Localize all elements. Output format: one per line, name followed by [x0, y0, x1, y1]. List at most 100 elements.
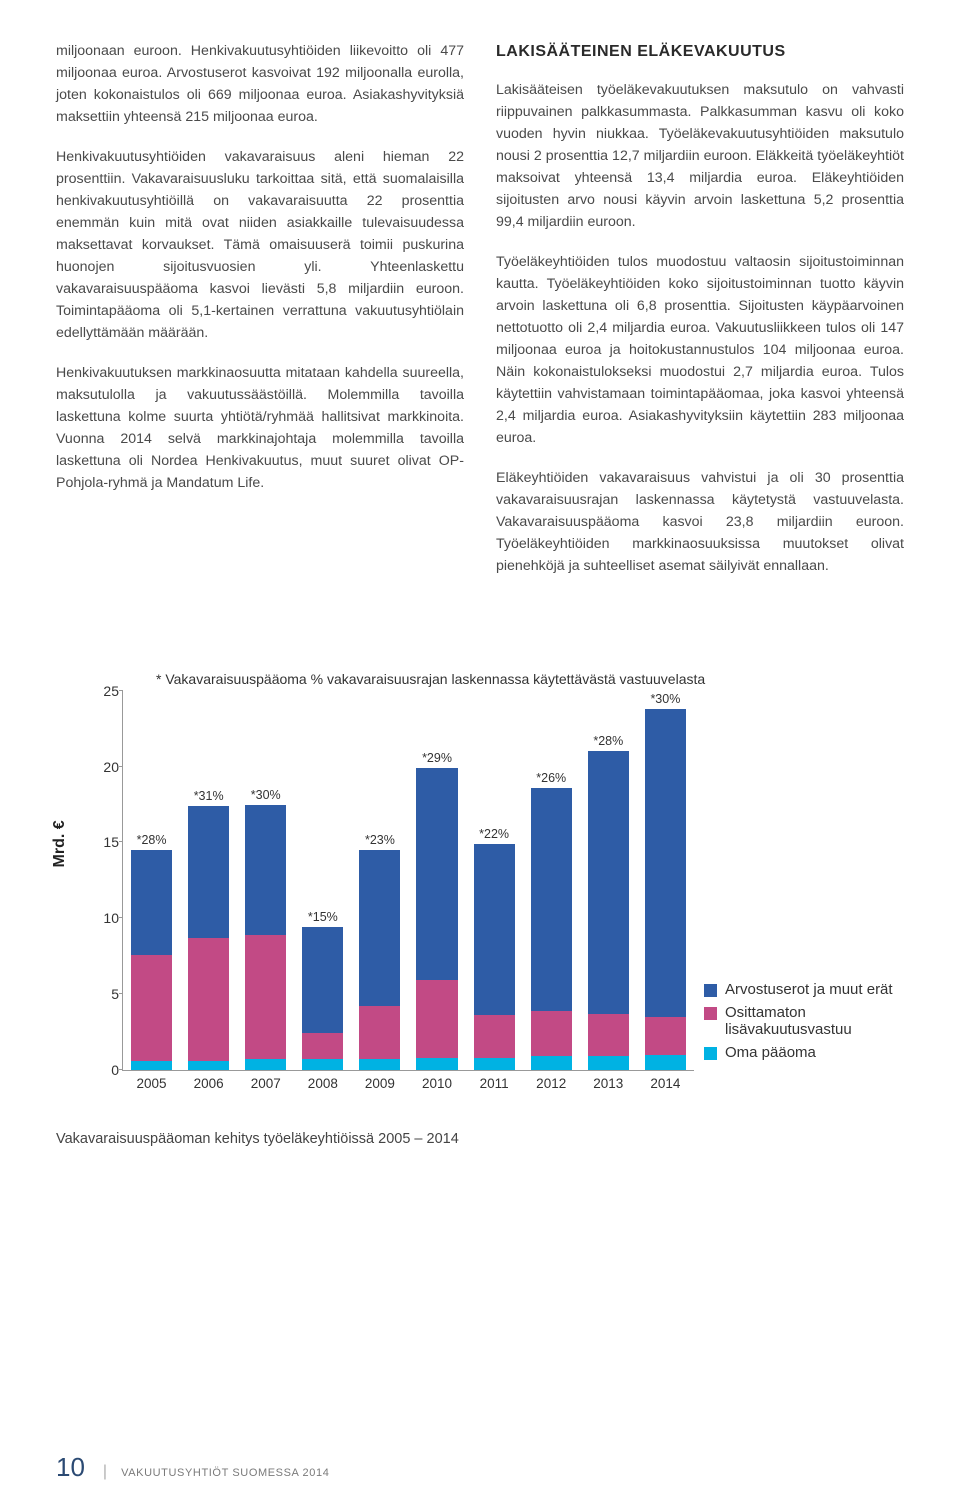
bar-segment-oma	[588, 1056, 629, 1070]
bar-segment-oma	[188, 1061, 229, 1070]
bar-stack: *26%	[531, 788, 572, 1070]
bar-slot: *30%2007	[237, 691, 294, 1070]
y-tick-label: 20	[89, 759, 119, 775]
bar-stack: *30%	[245, 805, 286, 1070]
bar-segment-oma	[531, 1056, 572, 1070]
bar-top-label: *15%	[308, 910, 338, 927]
bar-segment-oma	[416, 1058, 457, 1070]
bar-top-label: *31%	[194, 789, 224, 806]
section-heading: LAKISÄÄTEINEN ELÄKEVAKUUTUS	[496, 40, 904, 65]
legend-swatch	[704, 1007, 717, 1020]
legend-label: Osittamaton lisävakuutusvastuu	[725, 1004, 904, 1038]
bar-slot: *29%2010	[408, 691, 465, 1070]
text-columns: miljoonaan euroon. Henkivakuutusyhtiöide…	[56, 40, 904, 595]
bar-segment-arvo	[645, 709, 686, 1017]
x-tick-label: 2008	[308, 1070, 338, 1091]
footer-text: VAKUUTUSYHTIÖT SUOMESSA 2014	[121, 1467, 329, 1479]
bar-slot: *28%2013	[580, 691, 637, 1070]
chart-container: * Vakavaraisuuspääoma % vakavaraisuusraj…	[56, 667, 904, 1147]
bar-stack: *31%	[188, 806, 229, 1070]
bar-segment-oma	[645, 1055, 686, 1070]
chart-area: * Vakavaraisuuspääoma % vakavaraisuusraj…	[56, 667, 904, 1097]
left-column: miljoonaan euroon. Henkivakuutusyhtiöide…	[56, 40, 464, 595]
page-number: 10	[56, 1452, 85, 1483]
bar-segment-lisa	[474, 1015, 515, 1057]
bar-stack: *28%	[131, 850, 172, 1070]
bar-segment-lisa	[245, 935, 286, 1059]
bar-segment-oma	[245, 1059, 286, 1070]
y-tick-label: 0	[89, 1062, 119, 1078]
bar-slot: *15%2008	[294, 691, 351, 1070]
right-column: LAKISÄÄTEINEN ELÄKEVAKUUTUS Lakisääteise…	[496, 40, 904, 595]
bar-segment-arvo	[416, 768, 457, 980]
legend-item: Arvostuserot ja muut erät	[704, 981, 904, 998]
x-tick-label: 2013	[593, 1070, 623, 1091]
x-tick-label: 2014	[650, 1070, 680, 1091]
y-tick-label: 10	[89, 910, 119, 926]
x-tick-label: 2011	[480, 1070, 509, 1091]
bar-segment-lisa	[131, 955, 172, 1061]
x-tick-label: 2006	[194, 1070, 224, 1091]
bar-slot: *26%2012	[523, 691, 580, 1070]
bar-top-label: *28%	[593, 734, 623, 751]
chart-plot: *28%2005*31%2006*30%2007*15%2008*23%2009…	[122, 691, 694, 1071]
bar-segment-lisa	[188, 938, 229, 1061]
bar-stack: *23%	[359, 850, 400, 1070]
bar-segment-lisa	[588, 1014, 629, 1056]
bar-top-label: *30%	[650, 692, 680, 709]
bar-top-label: *23%	[365, 833, 395, 850]
page-footer: 10 | VAKUUTUSYHTIÖT SUOMESSA 2014	[56, 1452, 329, 1483]
legend-item: Osittamaton lisävakuutusvastuu	[704, 1004, 904, 1038]
x-tick-label: 2005	[137, 1070, 167, 1091]
y-tick-label: 15	[89, 834, 119, 850]
bar-segment-arvo	[245, 805, 286, 935]
bar-segment-oma	[474, 1058, 515, 1070]
bar-segment-arvo	[588, 751, 629, 1013]
bar-segment-arvo	[531, 788, 572, 1011]
paragraph: miljoonaan euroon. Henkivakuutusyhtiöide…	[56, 40, 464, 128]
bar-slot: *23%2009	[351, 691, 408, 1070]
bar-segment-lisa	[645, 1017, 686, 1055]
bar-stack: *15%	[302, 927, 343, 1070]
bar-top-label: *26%	[536, 771, 566, 788]
bar-segment-lisa	[416, 980, 457, 1057]
bar-segment-oma	[131, 1061, 172, 1070]
x-tick-label: 2009	[365, 1070, 395, 1091]
paragraph: Työeläkeyhtiöiden tulos muodostuu valtao…	[496, 251, 904, 449]
paragraph: Henkivakuutuksen markkinaosuutta mitataa…	[56, 362, 464, 494]
bar-segment-lisa	[302, 1033, 343, 1059]
bar-slot: *28%2005	[123, 691, 180, 1070]
y-tick-label: 5	[89, 986, 119, 1002]
x-tick-label: 2012	[536, 1070, 566, 1091]
chart-bars: *28%2005*31%2006*30%2007*15%2008*23%2009…	[123, 691, 694, 1070]
y-tick-label: 25	[89, 683, 119, 699]
bar-segment-arvo	[188, 806, 229, 938]
bar-stack: *28%	[588, 751, 629, 1069]
legend-swatch	[704, 984, 717, 997]
paragraph: Lakisääteisen työeläkevakuutuksen maksut…	[496, 79, 904, 233]
y-axis-label: Mrd. €	[51, 820, 69, 867]
bar-segment-arvo	[131, 850, 172, 955]
bar-segment-oma	[359, 1059, 400, 1070]
bar-top-label: *30%	[251, 788, 281, 805]
bar-segment-oma	[302, 1059, 343, 1070]
legend-label: Oma pääoma	[725, 1044, 816, 1061]
bar-segment-lisa	[531, 1011, 572, 1056]
x-tick-label: 2010	[422, 1070, 452, 1091]
chart-legend: Arvostuserot ja muut erät Osittamaton lis…	[704, 981, 904, 1067]
paragraph: Henkivakuutusyhtiöiden vakavaraisuus ale…	[56, 146, 464, 344]
bar-segment-lisa	[359, 1006, 400, 1059]
chart-caption: Vakavaraisuuspääoman kehitys työeläkeyht…	[56, 1131, 904, 1147]
bar-top-label: *22%	[479, 827, 509, 844]
bar-top-label: *29%	[422, 751, 452, 768]
legend-swatch	[704, 1047, 717, 1060]
x-tick-label: 2007	[251, 1070, 281, 1091]
legend-item: Oma pääoma	[704, 1044, 904, 1061]
chart-title: * Vakavaraisuuspääoma % vakavaraisuusraj…	[156, 671, 705, 687]
bar-stack: *30%	[645, 709, 686, 1070]
bar-slot: *22%2011	[466, 691, 523, 1070]
footer-separator: |	[103, 1463, 107, 1481]
bar-segment-arvo	[359, 850, 400, 1006]
bar-top-label: *28%	[137, 833, 167, 850]
bar-stack: *22%	[474, 844, 515, 1070]
